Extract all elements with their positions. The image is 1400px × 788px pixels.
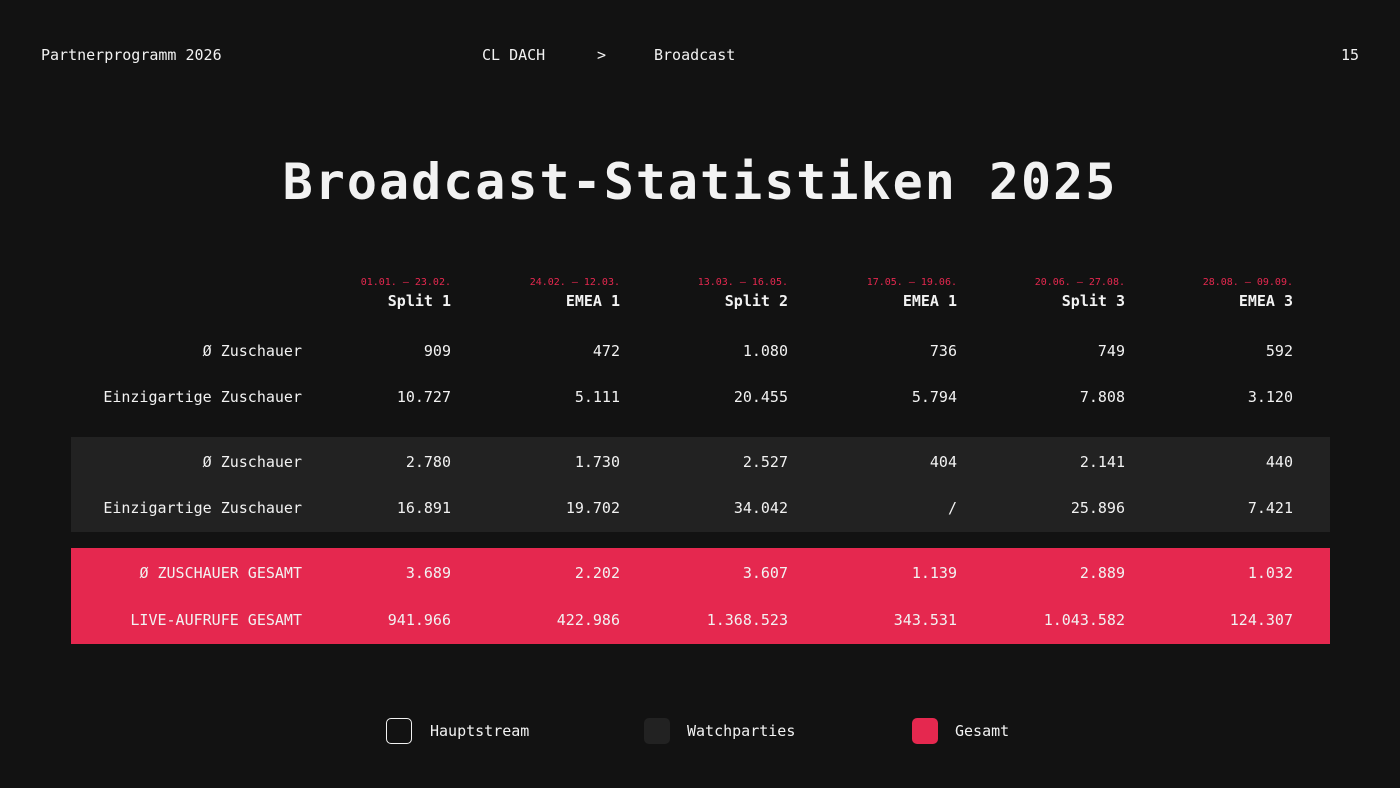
cell: 2.527	[742, 453, 788, 471]
row-label: Ø ZUSCHAUER GESAMT	[139, 564, 302, 582]
cell: 1.032	[1247, 564, 1293, 582]
column-date: 01.01. – 23.02.	[360, 277, 451, 288]
cell: 1.043.582	[1043, 611, 1125, 629]
cell: 10.727	[396, 388, 451, 406]
cell: 1.139	[911, 564, 957, 582]
legend-swatch	[386, 718, 412, 744]
page-number: 15	[1340, 46, 1359, 64]
cell: 124.307	[1229, 611, 1293, 629]
legend-label: Watchparties	[687, 722, 796, 740]
column-date: 17.05. – 19.06.	[866, 277, 957, 288]
breadcrumb: Broadcast	[654, 46, 736, 64]
cell: 19.702	[565, 499, 620, 517]
cell: 20.455	[733, 388, 788, 406]
column-date: 20.06. – 27.08.	[1034, 277, 1125, 288]
column-label: EMEA 1	[565, 292, 620, 310]
cell: 422.986	[556, 611, 620, 629]
cell: 941.966	[387, 611, 451, 629]
column-label: EMEA 3	[1238, 292, 1293, 310]
row-label: LIVE-AUFRUFE GESAMT	[130, 611, 302, 629]
cell: 592	[1265, 342, 1293, 360]
column-date: 28.08. – 09.09.	[1202, 277, 1293, 288]
cell: 1.368.523	[706, 611, 788, 629]
legend-swatch	[912, 718, 938, 744]
row-label: Einzigartige Zuschauer	[103, 499, 302, 517]
row-label: Einzigartige Zuschauer	[103, 388, 302, 406]
cell: /	[947, 499, 957, 517]
cell: 7.808	[1079, 388, 1125, 406]
cell: 1.080	[742, 342, 788, 360]
column-label: EMEA 1	[902, 292, 957, 310]
cell: 1.730	[574, 453, 620, 471]
row-label: Ø Zuschauer	[202, 342, 302, 360]
cell: 343.531	[893, 611, 957, 629]
breadcrumb-separator: >	[597, 46, 607, 64]
column-label: Split 1	[387, 292, 451, 310]
cell: 404	[929, 453, 957, 471]
legend-label: Hauptstream	[430, 722, 530, 740]
cell: 5.111	[574, 388, 620, 406]
legend-swatch	[644, 718, 670, 744]
column-label: Split 3	[1061, 292, 1125, 310]
column-date: 13.03. – 16.05.	[697, 277, 788, 288]
cell: 2.202	[574, 564, 620, 582]
cell: 16.891	[396, 499, 451, 517]
cell: 2.889	[1079, 564, 1125, 582]
cell: 7.421	[1247, 499, 1293, 517]
title: Broadcast-Statistiken 2025	[282, 153, 1118, 211]
cell: 749	[1097, 342, 1125, 360]
header-left: Partnerprogramm 2026	[41, 46, 222, 64]
cell: 3.607	[742, 564, 788, 582]
column-label: Split 2	[724, 292, 788, 310]
breadcrumb: CL DACH	[482, 46, 546, 64]
cell: 440	[1265, 453, 1293, 471]
cell: 25.896	[1070, 499, 1125, 517]
legend-label: Gesamt	[955, 722, 1010, 740]
cell: 3.120	[1247, 388, 1293, 406]
row-label: Ø Zuschauer	[202, 453, 302, 471]
cell: 5.794	[911, 388, 957, 406]
cell: 3.689	[405, 564, 451, 582]
cell: 472	[592, 342, 620, 360]
group-background	[71, 437, 1330, 532]
cell: 34.042	[733, 499, 788, 517]
group-background	[71, 548, 1330, 644]
cell: 2.141	[1079, 453, 1125, 471]
column-date: 24.02. – 12.03.	[529, 277, 620, 288]
cell: 909	[423, 342, 451, 360]
cell: 2.780	[405, 453, 451, 471]
cell: 736	[929, 342, 957, 360]
